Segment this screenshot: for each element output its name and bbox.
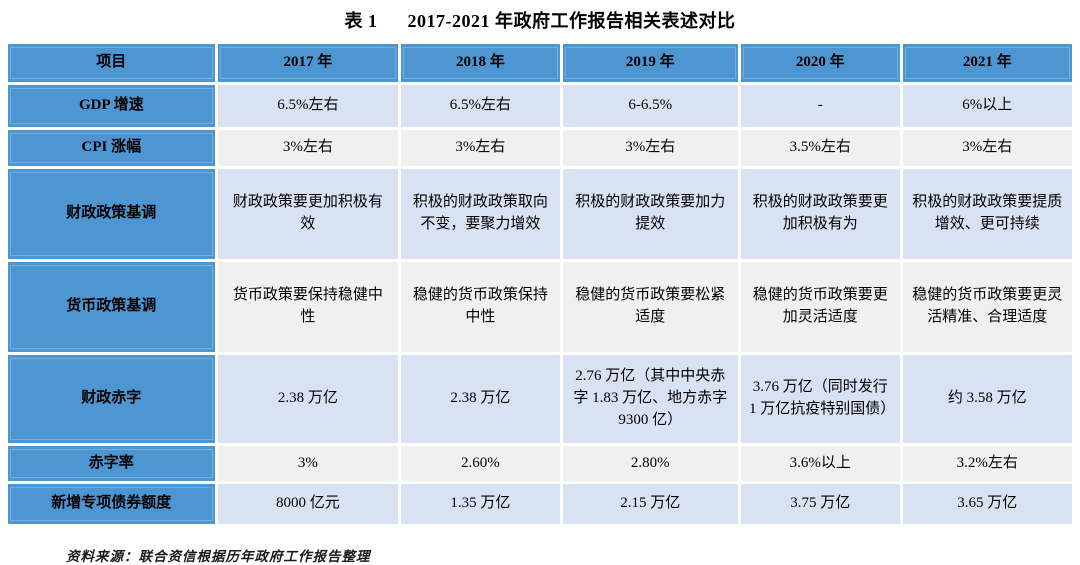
row-label: 新增专项债券额度 [8,484,215,524]
table-cell: 6.5%左右 [401,85,560,127]
table-cell: 3.6%以上 [741,446,900,481]
column-header-2018: 2018 年 [401,44,560,82]
table-cell: 1.35 万亿 [401,484,560,524]
row-label: 财政政策基调 [8,169,215,259]
table-cell: 2.80% [562,446,739,481]
table-cell: 积极的财政政策取向不变，要聚力增效 [401,169,560,259]
table-cell: 2.76 万亿（其中中央赤字 1.83 万亿、地方赤字 9300 亿） [562,355,739,443]
table-cell: 积极的财政政策要提质增效、更可持续 [902,169,1072,259]
table-title: 表 1 2017-2021 年政府工作报告相关表述对比 [0,0,1080,33]
column-header-2021: 2021 年 [902,44,1072,82]
table-cell: 3%左右 [217,130,399,166]
column-header-2019: 2019 年 [562,44,739,82]
table-row-cpi: CPI 涨幅 3%左右 3%左右 3%左右 3.5%左右 3%左右 [8,130,1072,166]
table-cell: 3.65 万亿 [902,484,1072,524]
table-cell: 3% [217,446,399,481]
table-row-deficit-ratio: 赤字率 3% 2.60% 2.80% 3.6%以上 3.2%左右 [8,446,1072,481]
table-cell: 6.5%左右 [217,85,399,127]
table-title-text: 2017-2021 年政府工作报告相关表述对比 [407,11,736,31]
source-note: 资料来源：联合资信根据历年政府工作报告整理 [66,549,371,564]
row-label: CPI 涨幅 [8,130,215,166]
table-cell: 6%以上 [902,85,1072,127]
table-cell: 稳健的货币政策要松紧适度 [562,262,739,352]
table-cell: 2.60% [401,446,560,481]
table-row-gdp: GDP 增速 6.5%左右 6.5%左右 6-6.5% - 6%以上 [8,85,1072,127]
table-cell: 积极的财政政策要加力提效 [562,169,739,259]
table-cell: 3%左右 [401,130,560,166]
table-cell: 8000 亿元 [217,484,399,524]
table-cell: - [741,85,900,127]
table-cell: 2.15 万亿 [562,484,739,524]
table-cell: 积极的财政政策要更加积极有为 [741,169,900,259]
table-cell: 3%左右 [562,130,739,166]
table-cell: 稳健的货币政策保持中性 [401,262,560,352]
table-number: 表 1 [344,11,378,31]
row-label: 货币政策基调 [8,262,215,352]
table-cell: 财政政策要更加积极有效 [217,169,399,259]
table-cell: 3.5%左右 [741,130,900,166]
comparison-table: 项目 2017 年 2018 年 2019 年 2020 年 2021 年 GD… [5,41,1075,527]
column-header-2017: 2017 年 [217,44,399,82]
table-cell: 6-6.5% [562,85,739,127]
table-cell: 稳健的货币政策要更灵活精准、合理适度 [902,262,1072,352]
table-cell: 约 3.58 万亿 [902,355,1072,443]
table-cell: 3%左右 [902,130,1072,166]
table-row-monetary-policy: 货币政策基调 货币政策要保持稳健中性 稳健的货币政策保持中性 稳健的货币政策要松… [8,262,1072,352]
table-cell: 2.38 万亿 [217,355,399,443]
table-cell: 2.38 万亿 [401,355,560,443]
table-cell: 3.2%左右 [902,446,1072,481]
row-label: GDP 增速 [8,85,215,127]
table-header-row: 项目 2017 年 2018 年 2019 年 2020 年 2021 年 [8,44,1072,82]
row-label: 财政赤字 [8,355,215,443]
table-cell: 稳健的货币政策要更加灵活适度 [741,262,900,352]
table-cell: 3.75 万亿 [741,484,900,524]
table-row-fiscal-policy: 财政政策基调 财政政策要更加积极有效 积极的财政政策取向不变，要聚力增效 积极的… [8,169,1072,259]
table-cell: 3.76 万亿（同时发行 1 万亿抗疫特别国债） [741,355,900,443]
table-row-special-bonds: 新增专项债券额度 8000 亿元 1.35 万亿 2.15 万亿 3.75 万亿… [8,484,1072,524]
column-header-2020: 2020 年 [741,44,900,82]
column-header-item: 项目 [8,44,215,82]
row-label: 赤字率 [8,446,215,481]
table-cell: 货币政策要保持稳健中性 [217,262,399,352]
table-row-fiscal-deficit: 财政赤字 2.38 万亿 2.38 万亿 2.76 万亿（其中中央赤字 1.83… [8,355,1072,443]
